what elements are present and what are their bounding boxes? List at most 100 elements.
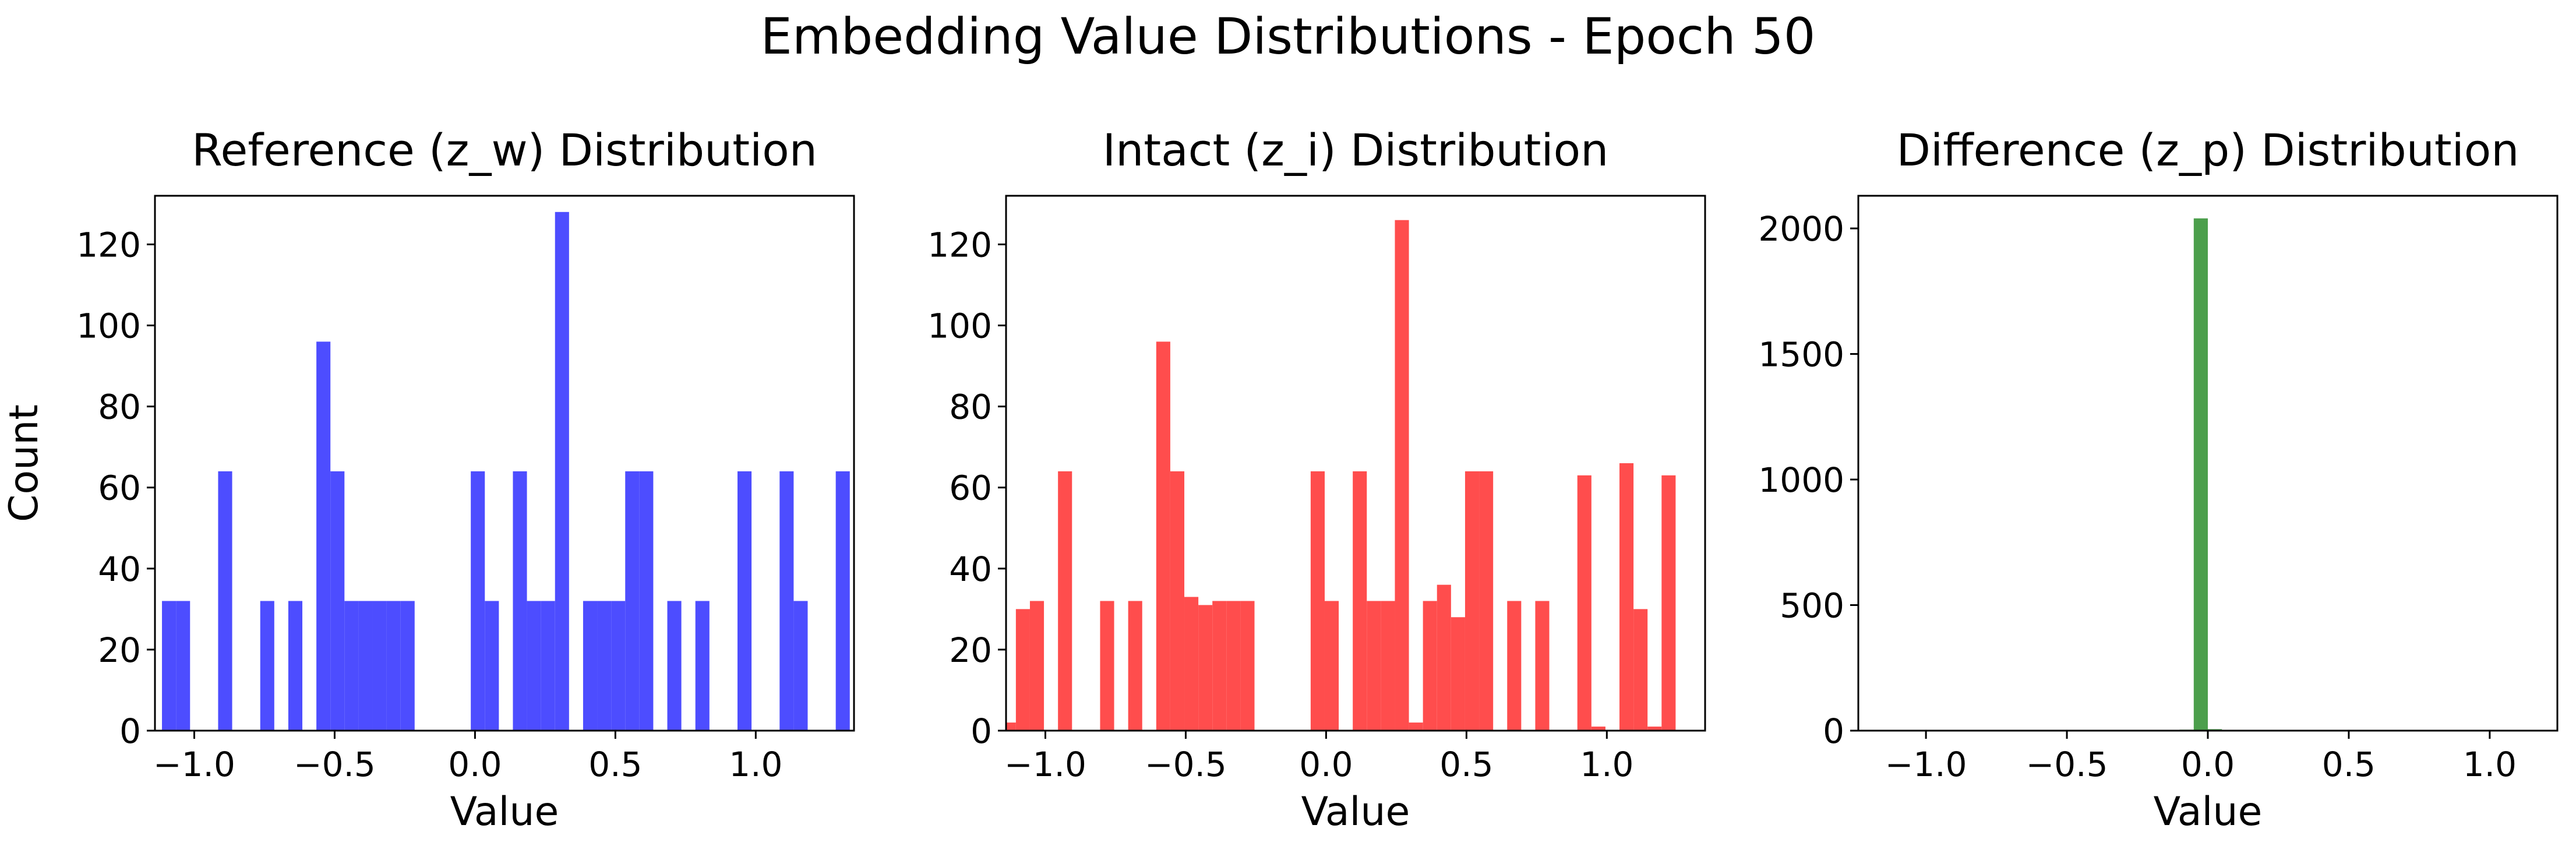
histogram-bar <box>1395 220 1409 731</box>
chart-panel-2: −1.0 −0.5 0.0 0.5 1.0 0 20 40 60 80 100 120 Intact (… <box>927 124 1706 835</box>
histogram-bar <box>1226 601 1241 731</box>
y-tick-label: 20 <box>98 630 141 670</box>
y-tick-label: 60 <box>98 468 141 508</box>
chart-title: Reference (z_w) Distribution <box>192 124 817 176</box>
histogram-bar <box>1507 601 1522 731</box>
histogram-bar <box>1198 605 1213 731</box>
y-tick-label: 100 <box>927 306 992 346</box>
histogram-bar <box>1015 609 1030 731</box>
histogram-bar <box>541 601 555 731</box>
x-axis-label: Value <box>2154 789 2263 835</box>
histogram-bar <box>1619 463 1634 731</box>
chart-title: Difference (z_p) Distribution <box>1897 124 2519 176</box>
histogram-bar <box>176 601 190 731</box>
histogram-bar <box>288 601 303 731</box>
x-tick-label: −1.0 <box>1004 745 1086 784</box>
histogram-bar <box>1535 601 1550 731</box>
histogram-bar <box>1423 601 1437 731</box>
y-axis-label: Count <box>1 404 47 522</box>
histogram-bar <box>527 601 541 731</box>
y-tick-label: 120 <box>76 225 141 265</box>
histogram-bar <box>1479 471 1494 731</box>
histogram-bar <box>1451 617 1465 731</box>
histogram-bar <box>737 471 752 731</box>
histogram-bar <box>162 601 177 731</box>
x-tick-label: 1.0 <box>729 745 782 784</box>
histogram-bar <box>1170 471 1185 731</box>
histogram-bar <box>513 471 527 731</box>
histogram-bar <box>695 601 710 731</box>
x-axis-label: Value <box>450 789 559 835</box>
histogram-bar <box>555 212 569 731</box>
histogram-bar <box>344 601 359 731</box>
figure-suptitle: Embedding Value Distributions - Epoch 50 <box>761 8 1816 66</box>
y-tick-label: 0 <box>1823 711 1844 751</box>
histogram-bar <box>372 601 387 731</box>
y-tick-label: 20 <box>949 630 992 670</box>
y-tick-label: 100 <box>76 306 141 346</box>
y-tick-label: 0 <box>971 711 992 751</box>
histogram-bar <box>1647 727 1662 731</box>
histogram-bar <box>835 471 850 731</box>
histogram-bar <box>1409 722 1423 731</box>
x-tick-label: 1.0 <box>2463 745 2517 784</box>
x-tick-label: −1.0 <box>153 745 235 784</box>
axes-frame <box>154 195 855 732</box>
y-tick-label: 120 <box>927 225 992 265</box>
histogram-bar <box>1212 601 1227 731</box>
histogram-bar <box>400 601 415 731</box>
histogram-bar <box>1156 341 1170 731</box>
histogram-bar <box>260 601 274 731</box>
x-tick-label: −0.5 <box>2026 745 2108 784</box>
x-tick-label: 0.5 <box>1439 745 1493 784</box>
histogram-bar <box>1367 601 1381 731</box>
y-tick-label: 80 <box>949 387 992 427</box>
axes-frame <box>1005 195 1706 732</box>
histogram-bar <box>1591 727 1605 731</box>
histogram-bar <box>1006 722 1016 731</box>
x-tick-label: −1.0 <box>1885 745 1967 784</box>
histogram-bar <box>779 471 794 731</box>
histogram-bar <box>1058 471 1072 731</box>
histogram-bar <box>330 471 345 731</box>
histogram-bar <box>218 471 232 731</box>
histogram-bar <box>1310 471 1325 731</box>
histogram-bar <box>2193 218 2208 731</box>
x-tick-label: 0.0 <box>2181 745 2235 784</box>
y-tick-label: 0 <box>119 711 141 751</box>
histogram-bar <box>471 471 485 731</box>
histogram-bar <box>1577 475 1592 731</box>
histogram-bar <box>358 601 373 731</box>
histogram-bars <box>1006 220 1676 731</box>
x-tick-label: 0.5 <box>2322 745 2376 784</box>
x-tick-label: 1.0 <box>1580 745 1633 784</box>
histogram-bar <box>583 601 598 731</box>
y-tick-label: 1000 <box>1758 460 1844 500</box>
y-tick-label: 60 <box>949 468 992 508</box>
histogram-bar <box>1240 601 1255 731</box>
histogram-bar <box>625 471 640 731</box>
chart-title: Intact (z_i) Distribution <box>1103 124 1609 176</box>
chart-panel-3: −1.0 −0.5 0.0 0.5 1.0 0 500 1000 1500 2000 Differe… <box>1758 124 2559 835</box>
histogram-bar <box>485 601 499 731</box>
y-tick-label: 500 <box>1780 586 1844 626</box>
x-tick-label: −0.5 <box>294 745 376 784</box>
chart-panel-1: −1.0 −0.5 0.0 0.5 1.0 0 20 40 60 80 100 120 Referenc… <box>1 124 855 835</box>
x-tick-label: 0.0 <box>1299 745 1353 784</box>
histogram-bar <box>1184 597 1199 731</box>
histogram-bar <box>793 601 808 731</box>
histogram-bar <box>316 341 331 731</box>
histogram-bar <box>1100 601 1114 731</box>
histogram-bar <box>1029 601 1044 731</box>
x-tick-label: 0.5 <box>588 745 642 784</box>
histogram-bar <box>1661 475 1676 731</box>
y-tick-label: 40 <box>98 549 141 589</box>
histogram-bar <box>1324 601 1339 731</box>
histogram-bar <box>1437 584 1451 731</box>
y-tick-label: 2000 <box>1758 209 1844 249</box>
x-axis-label: Value <box>1301 789 1410 835</box>
x-tick-label: −0.5 <box>1145 745 1227 784</box>
x-tick-label: 0.0 <box>448 745 502 784</box>
histogram-bar <box>1353 471 1367 731</box>
histogram-bars <box>2179 218 2222 731</box>
